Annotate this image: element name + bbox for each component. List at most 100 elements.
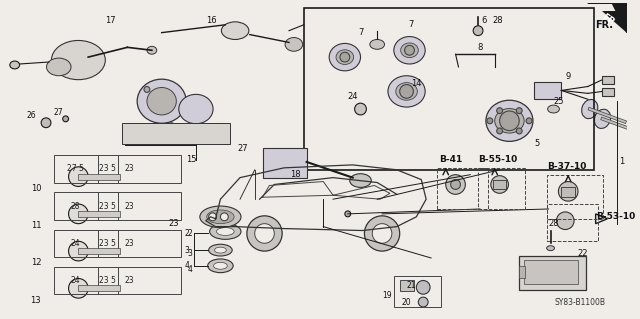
Text: 12: 12: [31, 258, 41, 267]
Text: 10: 10: [31, 184, 41, 193]
Circle shape: [445, 175, 465, 194]
Text: SY83-B1100B: SY83-B1100B: [554, 298, 605, 307]
Circle shape: [419, 297, 428, 307]
Bar: [493, 180, 506, 189]
Circle shape: [63, 116, 68, 122]
Circle shape: [516, 108, 522, 114]
Circle shape: [404, 45, 415, 55]
Bar: [122, 123, 230, 144]
Ellipse shape: [486, 100, 533, 141]
Text: 23 5: 23 5: [99, 276, 116, 285]
Text: 7: 7: [409, 20, 414, 29]
Bar: [400, 279, 415, 291]
Ellipse shape: [209, 244, 232, 256]
Text: 8: 8: [477, 43, 483, 52]
Text: 1: 1: [620, 158, 625, 167]
Text: 6: 6: [481, 16, 486, 26]
Bar: [602, 88, 614, 96]
Bar: [394, 276, 441, 307]
Ellipse shape: [401, 43, 419, 58]
Text: FR.: FR.: [600, 12, 619, 29]
Circle shape: [68, 278, 88, 298]
Text: B-37-10: B-37-10: [547, 162, 586, 171]
Circle shape: [271, 154, 287, 170]
Text: 16: 16: [206, 16, 217, 26]
Circle shape: [417, 280, 430, 294]
Bar: [78, 248, 120, 254]
Circle shape: [451, 180, 460, 189]
Ellipse shape: [200, 206, 241, 227]
Circle shape: [68, 204, 88, 224]
Text: 19: 19: [382, 291, 392, 300]
Circle shape: [487, 118, 493, 124]
Bar: [78, 211, 120, 217]
Text: 23: 23: [125, 202, 134, 211]
Text: 23 5: 23 5: [99, 239, 116, 248]
Polygon shape: [602, 11, 627, 33]
Text: 25: 25: [553, 97, 564, 106]
Bar: [547, 204, 598, 241]
Text: 9: 9: [566, 72, 571, 81]
Ellipse shape: [396, 83, 417, 100]
Ellipse shape: [207, 210, 234, 224]
Ellipse shape: [51, 41, 106, 80]
Circle shape: [473, 26, 483, 36]
Bar: [478, 168, 525, 209]
Circle shape: [255, 224, 275, 243]
Text: 24: 24: [70, 239, 80, 248]
Text: 4: 4: [187, 265, 192, 274]
Ellipse shape: [10, 61, 20, 69]
Text: 14: 14: [411, 79, 422, 88]
Ellipse shape: [214, 262, 227, 269]
Text: 26: 26: [26, 111, 36, 120]
Text: B-55-10: B-55-10: [478, 155, 517, 165]
Text: 5: 5: [534, 139, 540, 148]
Text: 3: 3: [187, 249, 192, 257]
Circle shape: [144, 86, 150, 93]
Text: 23 5: 23 5: [99, 202, 116, 211]
Bar: [524, 260, 578, 285]
Ellipse shape: [370, 40, 385, 49]
Ellipse shape: [137, 79, 186, 123]
Circle shape: [345, 211, 351, 217]
Ellipse shape: [329, 43, 360, 71]
Text: 27: 27: [237, 144, 248, 153]
Text: 28: 28: [548, 219, 559, 228]
Circle shape: [68, 167, 88, 186]
Circle shape: [41, 118, 51, 128]
Text: 2: 2: [188, 229, 192, 238]
Bar: [54, 267, 181, 294]
Text: 18: 18: [291, 170, 301, 179]
Bar: [54, 155, 181, 182]
Text: 11: 11: [31, 221, 41, 230]
Ellipse shape: [216, 227, 234, 235]
Text: 22: 22: [578, 249, 588, 257]
Circle shape: [68, 241, 88, 261]
Ellipse shape: [147, 87, 177, 115]
Text: FR.: FR.: [595, 20, 614, 30]
Ellipse shape: [210, 224, 241, 239]
Text: 13: 13: [31, 296, 41, 305]
Ellipse shape: [547, 246, 554, 251]
Ellipse shape: [548, 105, 559, 113]
Circle shape: [559, 182, 578, 201]
Bar: [78, 174, 120, 180]
Text: 20: 20: [402, 298, 412, 307]
Circle shape: [497, 128, 502, 134]
Ellipse shape: [285, 38, 303, 51]
Text: 21: 21: [406, 281, 416, 290]
Circle shape: [168, 123, 174, 129]
Circle shape: [364, 216, 400, 251]
Ellipse shape: [582, 100, 598, 119]
Ellipse shape: [336, 50, 354, 64]
Circle shape: [516, 128, 522, 134]
Text: 27 5: 27 5: [67, 164, 84, 173]
Bar: [304, 8, 594, 170]
Ellipse shape: [208, 259, 233, 273]
Bar: [534, 82, 561, 99]
Bar: [78, 286, 120, 291]
Ellipse shape: [47, 58, 71, 76]
Text: 15: 15: [186, 155, 196, 165]
Text: 23: 23: [125, 239, 134, 248]
Bar: [519, 266, 525, 278]
